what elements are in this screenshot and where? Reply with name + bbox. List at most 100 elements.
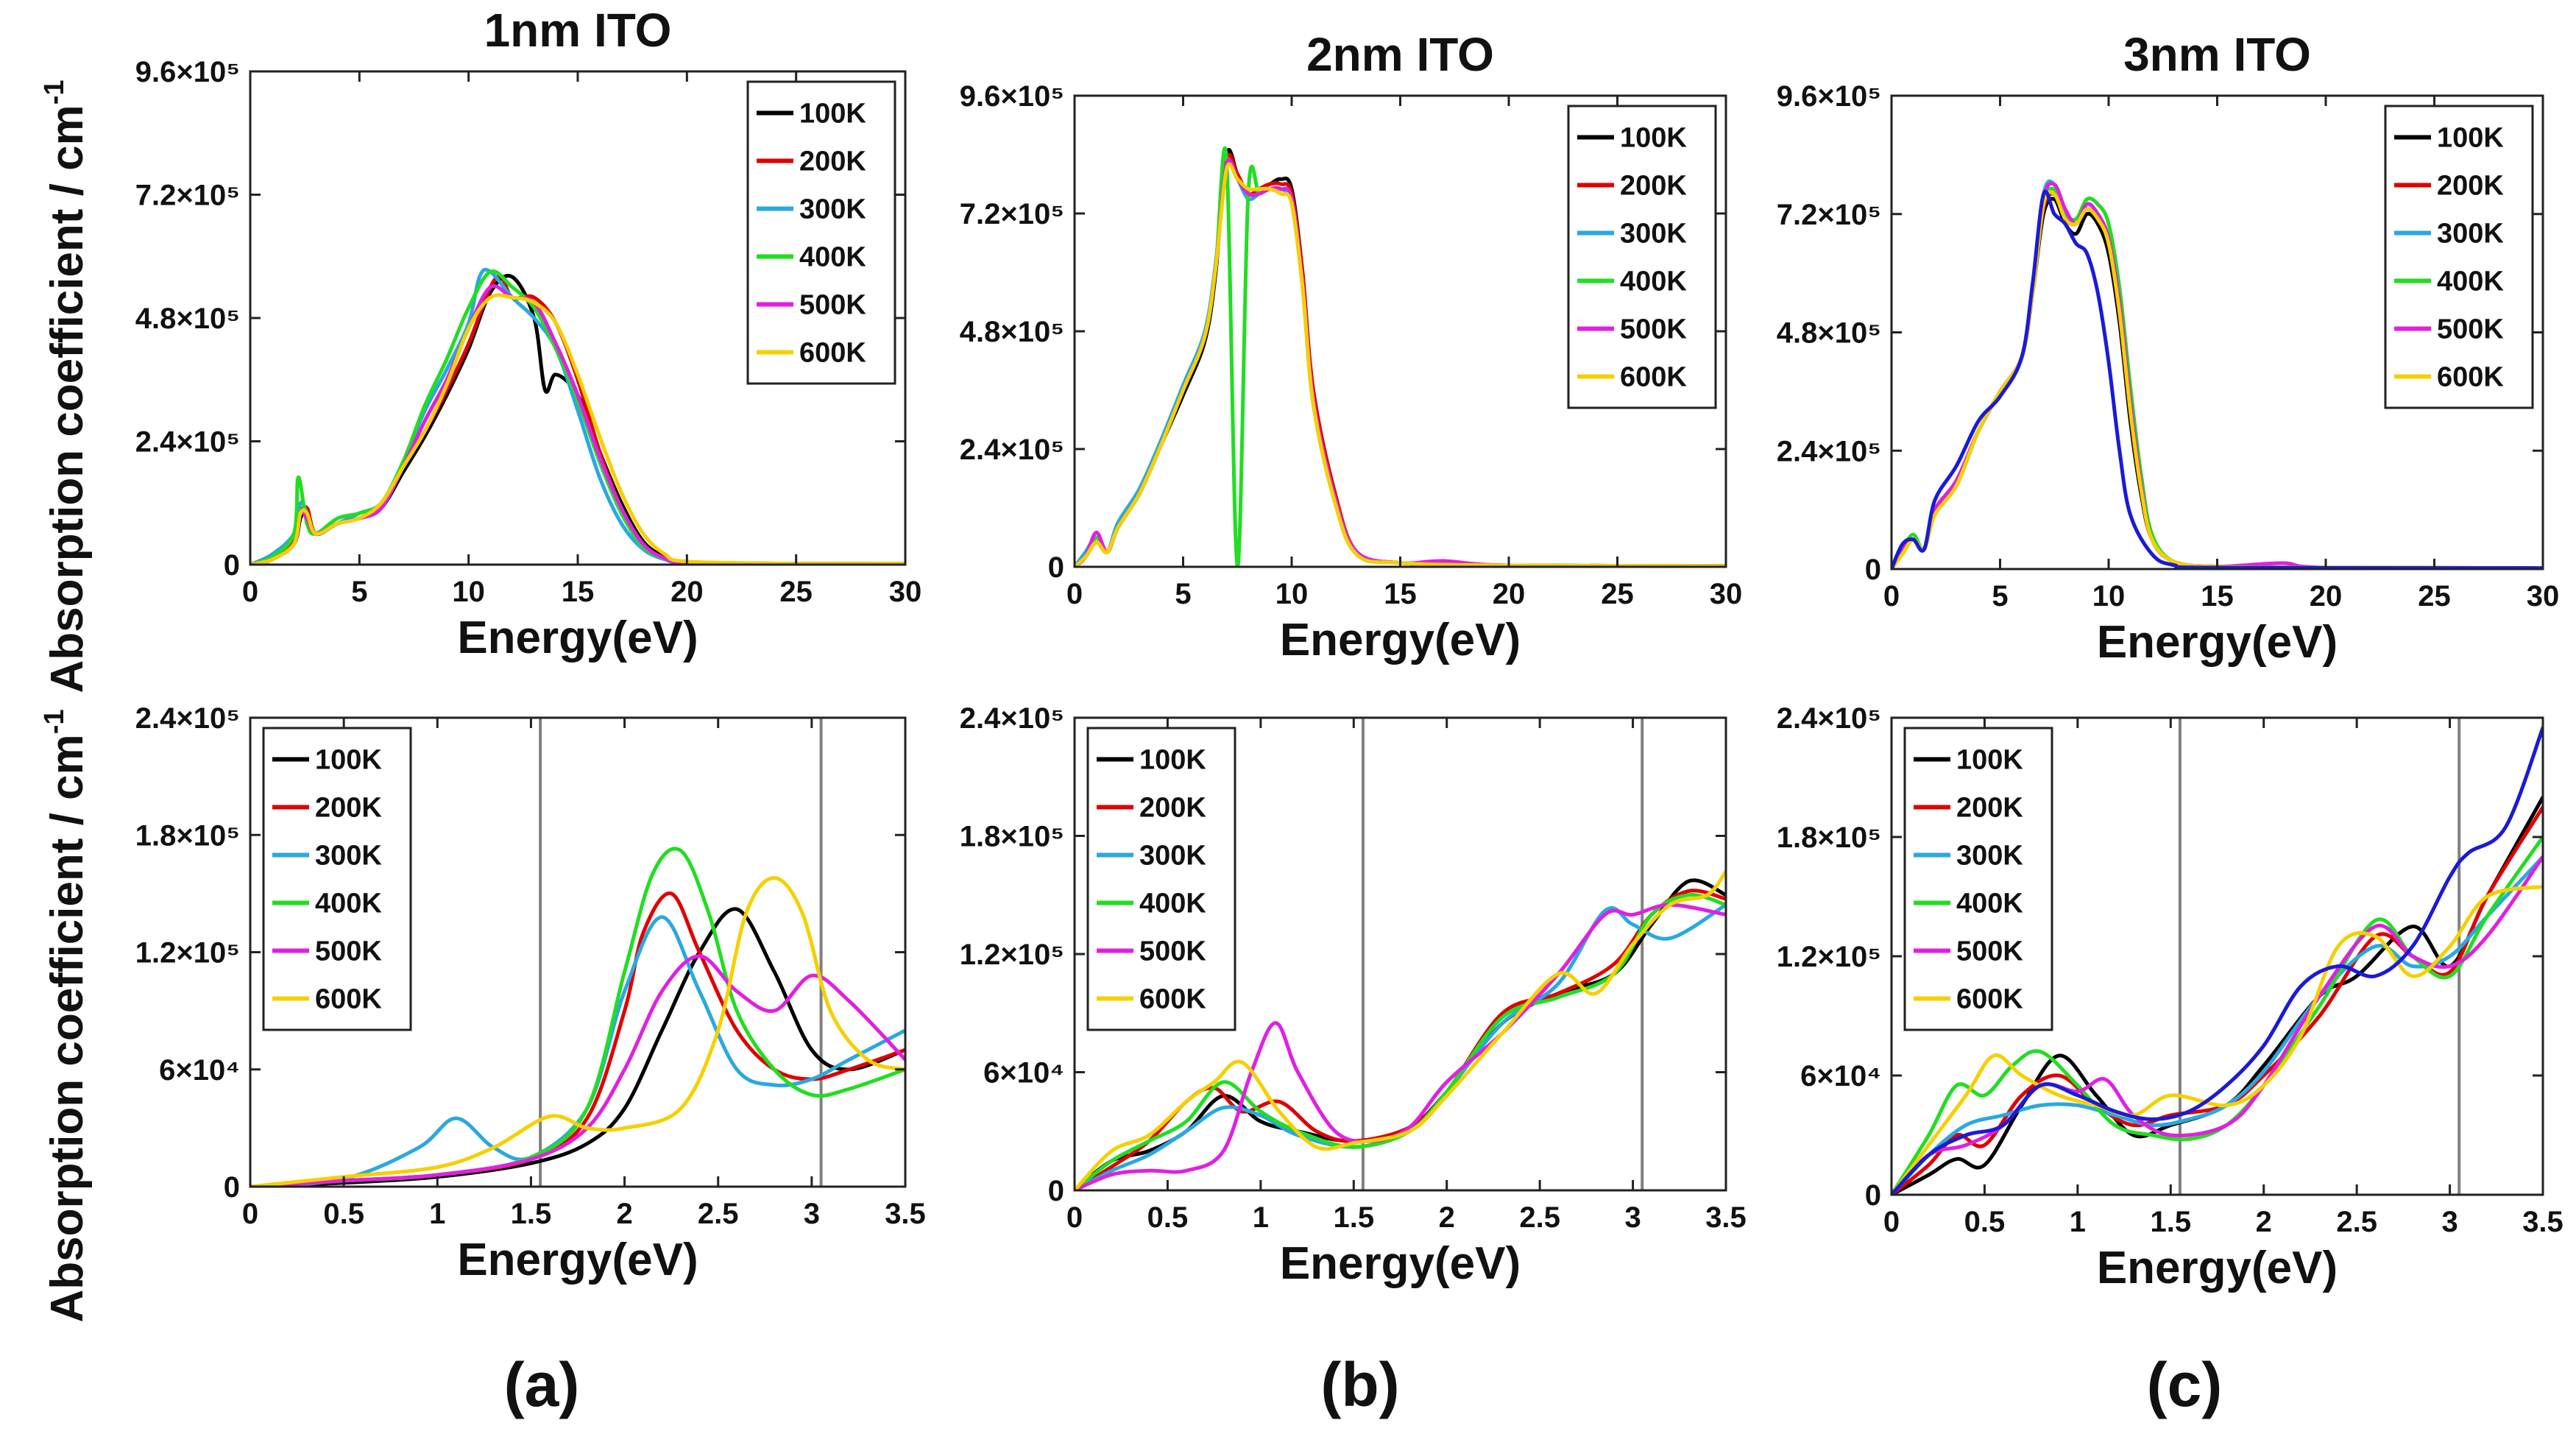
panel-2: 2nm ITO 0 5 10 15 20 25 30 0 2.4×10⁵ 4.8×10⁵ 7.2×10… bbox=[960, 28, 1743, 665]
series-line-300k bbox=[250, 915, 905, 1187]
x-tick-label: 25 bbox=[779, 576, 813, 608]
x-axis-label: Energy(eV) bbox=[1280, 1238, 1521, 1289]
series-group bbox=[250, 267, 905, 565]
legend-label-500k: 500K bbox=[315, 936, 382, 967]
legend-label-600k: 600K bbox=[315, 984, 382, 1015]
panel-title: 1nm ITO bbox=[484, 4, 672, 57]
x-tick-label: 0.5 bbox=[1147, 1201, 1189, 1234]
x-tick-label: 10 bbox=[2092, 580, 2126, 612]
y-tick-label: 6×10⁴ bbox=[983, 1057, 1064, 1089]
x-tick-label: 20 bbox=[1493, 578, 1526, 610]
x-tick-label: 15 bbox=[562, 576, 595, 608]
y-tick-label: 0 bbox=[224, 549, 240, 582]
y-tick-label: 9.6×10⁵ bbox=[135, 56, 240, 88]
legend-label-400k: 400K bbox=[1139, 889, 1206, 919]
x-axis-label: Energy(eV) bbox=[2097, 617, 2338, 668]
x-tick-label: 1 bbox=[429, 1198, 445, 1230]
x-tick-label: 3 bbox=[1624, 1201, 1641, 1234]
legend-label-100k: 100K bbox=[1139, 745, 1206, 776]
legend-label-200k: 200K bbox=[799, 146, 866, 177]
y-tick-label: 9.6×10⁵ bbox=[960, 80, 1064, 113]
y-tick-label: 1.2×10⁵ bbox=[960, 939, 1064, 971]
legend-label-100k: 100K bbox=[1956, 745, 2023, 776]
legend-label-100k: 100K bbox=[1620, 123, 1687, 154]
y-tick-label: 2.4×10⁵ bbox=[135, 426, 240, 459]
legend-label-300k: 300K bbox=[315, 841, 382, 872]
y-tick-label: 0 bbox=[1048, 1175, 1064, 1207]
legend-label-500k: 500K bbox=[799, 290, 866, 321]
ylabel-top: Absorption coefficient / cm-1 bbox=[39, 80, 93, 693]
x-axis-label: Energy(eV) bbox=[1280, 615, 1521, 665]
series-line-200k bbox=[1892, 805, 2543, 1195]
legend: 100K 200K 300K 400K 500K 600K bbox=[1086, 727, 1236, 1031]
panel-6: 0 0.5 1 1.5 2 2.5 3 3.5 0 6×10⁴ 1.2×10⁵ 1.8×10⁵ 2.4×… bbox=[1777, 702, 2563, 1293]
y-tick-label: 2.4×10⁵ bbox=[1777, 702, 1881, 735]
x-tick-label: 5 bbox=[351, 576, 367, 608]
y-tick-label: 7.2×10⁵ bbox=[1777, 199, 1881, 231]
legend-label-400k: 400K bbox=[315, 889, 382, 919]
x-tick-label: 1 bbox=[1253, 1201, 1269, 1234]
legend-label-600k: 600K bbox=[1956, 984, 2023, 1015]
series-line-extra bbox=[1892, 189, 2543, 569]
legend: 100K 200K 300K 400K 500K 600K bbox=[1903, 727, 2053, 1031]
x-tick-label: 15 bbox=[1384, 578, 1417, 610]
legend-label-600k: 600K bbox=[2437, 362, 2504, 393]
x-tick-label: 1.5 bbox=[2150, 1206, 2191, 1238]
series-line-extra bbox=[1892, 726, 2543, 1195]
y-tick-label: 7.2×10⁵ bbox=[135, 180, 240, 212]
x-tick-label: 0 bbox=[242, 576, 258, 608]
y-tick-label: 0 bbox=[1865, 1179, 1881, 1212]
legend-label-300k: 300K bbox=[799, 194, 866, 225]
legend-label-100k: 100K bbox=[2437, 123, 2504, 154]
x-tick-label: 3 bbox=[804, 1198, 820, 1230]
x-tick-label: 2 bbox=[616, 1198, 632, 1230]
legend-label-300k: 300K bbox=[1956, 841, 2023, 872]
panel-3: 3nm ITO 0 5 10 15 20 25 30 0 2.4×10⁵ 4.8×10⁵ 7.2×10… bbox=[1777, 28, 2560, 668]
x-tick-label: 20 bbox=[670, 576, 704, 608]
x-tick-label: 5 bbox=[1175, 578, 1191, 610]
legend-box bbox=[262, 727, 412, 1031]
y-tick-label: 1.8×10⁵ bbox=[960, 821, 1064, 853]
legend-label-400k: 400K bbox=[1956, 889, 2023, 919]
ylabel-bottom: Absorption coefficient / cm-1 bbox=[39, 710, 93, 1323]
x-tick-label: 0 bbox=[1066, 1201, 1083, 1234]
y-tick-label: 2.4×10⁵ bbox=[960, 702, 1064, 735]
x-tick-label: 2 bbox=[2256, 1206, 2272, 1238]
x-tick-label: 20 bbox=[2310, 580, 2343, 612]
x-tick-label: 2.5 bbox=[698, 1198, 739, 1230]
series-line-600k bbox=[1892, 190, 2543, 569]
series-line-600k bbox=[1075, 162, 1726, 567]
legend: 100K 200K 300K 400K 500K 600K bbox=[1567, 105, 1717, 409]
panel-letter-c: (c) bbox=[2147, 1350, 2223, 1419]
x-tick-label: 0.5 bbox=[1964, 1206, 2006, 1238]
legend: 100K 200K 300K 400K 500K 600K bbox=[746, 80, 896, 385]
x-axis-label: Energy(eV) bbox=[457, 1235, 698, 1285]
legend-box bbox=[1567, 105, 1717, 409]
x-tick-label: 25 bbox=[1601, 578, 1634, 610]
legend-label-300k: 300K bbox=[1620, 219, 1687, 250]
series-line-600k bbox=[1892, 885, 2543, 1195]
legend-box bbox=[1086, 727, 1236, 1031]
panel-title: 2nm ITO bbox=[1306, 28, 1494, 81]
panel-1: 1nm ITO 0 5 10 15 20 25 30 0 2.4×10⁵ 4.8×10⁵ 7.2×10… bbox=[135, 4, 922, 663]
x-tick-label: 15 bbox=[2201, 580, 2234, 612]
y-tick-label: 1.8×10⁵ bbox=[135, 819, 240, 852]
legend-box bbox=[2384, 105, 2534, 409]
y-tick-label: 4.8×10⁵ bbox=[135, 303, 240, 335]
legend-label-600k: 600K bbox=[1139, 984, 1206, 1015]
x-tick-label: 1.5 bbox=[1333, 1201, 1374, 1234]
y-tick-label: 2.4×10⁵ bbox=[135, 702, 240, 735]
series-group bbox=[1892, 179, 2543, 569]
legend-label-600k: 600K bbox=[1620, 362, 1687, 393]
y-tick-label: 4.8×10⁵ bbox=[960, 316, 1064, 348]
x-tick-label: 5 bbox=[1992, 580, 2008, 612]
panel-4: 0 0.5 1 1.5 2 2.5 3 3.5 0 6×10⁴ 1.2×10⁵ 1.8×10⁵ 2.4×… bbox=[135, 702, 926, 1285]
legend-label-600k: 600K bbox=[799, 338, 866, 369]
legend-label-500k: 500K bbox=[2437, 314, 2504, 345]
legend-label-500k: 500K bbox=[1956, 936, 2023, 967]
legend-label-100k: 100K bbox=[799, 99, 866, 130]
y-tick-label: 1.2×10⁵ bbox=[1777, 941, 1881, 973]
legend-label-400k: 400K bbox=[2437, 266, 2504, 297]
y-tick-label: 7.2×10⁵ bbox=[960, 198, 1064, 230]
